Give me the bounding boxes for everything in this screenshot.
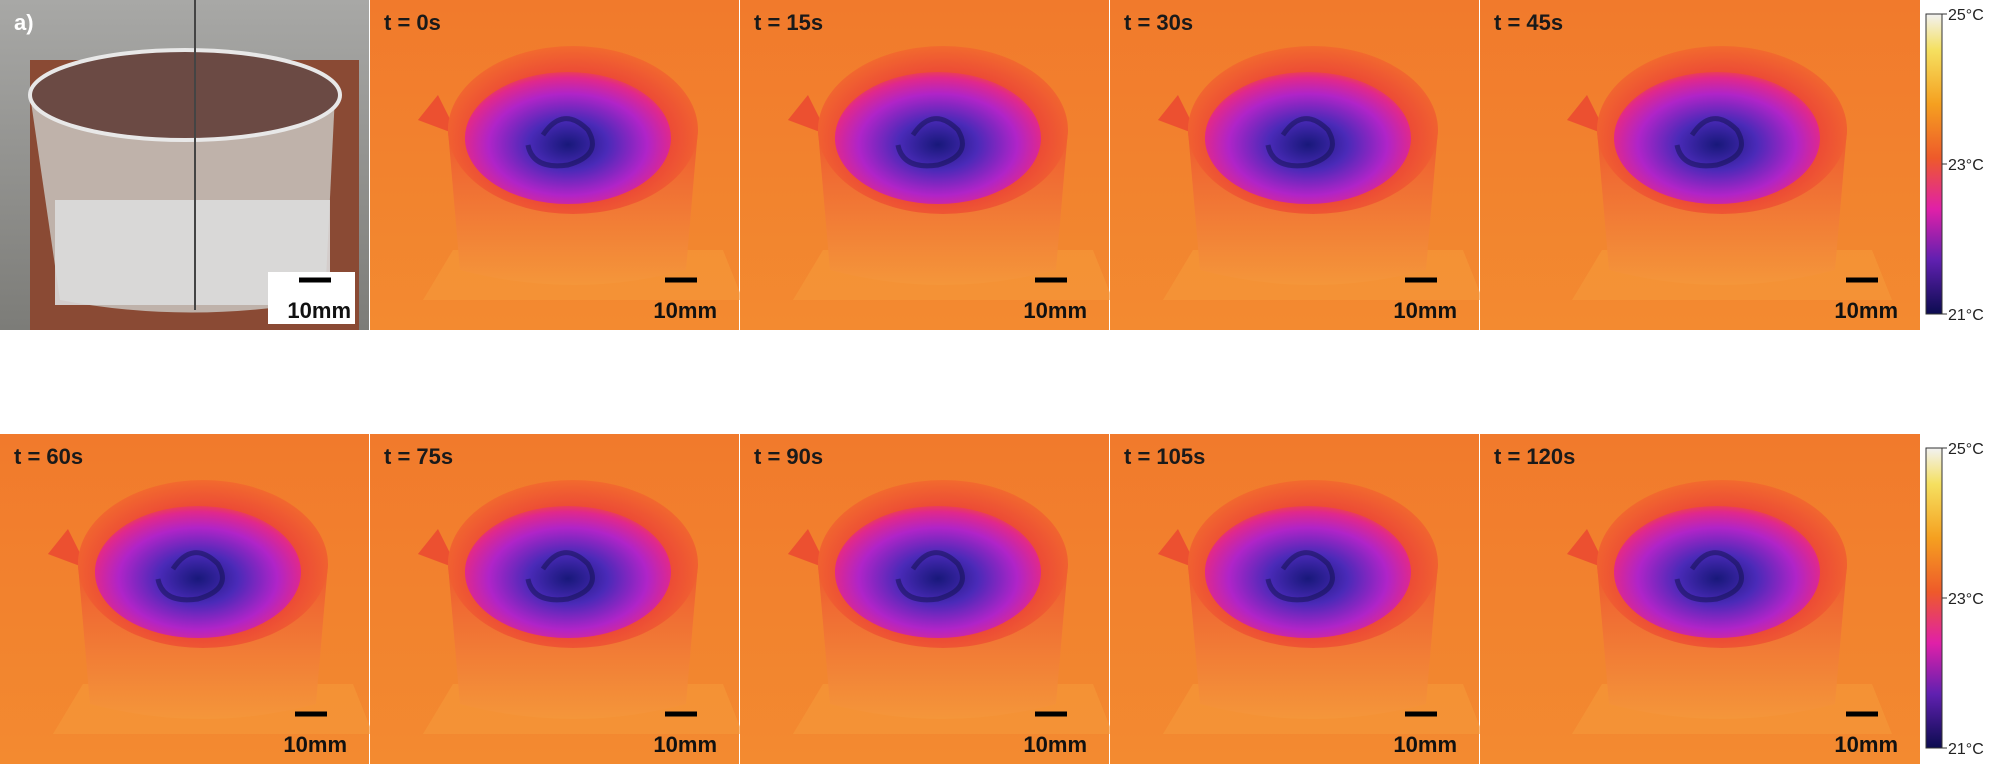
cold-water <box>94 506 301 638</box>
cold-water <box>834 506 1041 638</box>
panel-label: t = 30s <box>1124 10 1193 35</box>
vortex <box>525 116 595 169</box>
scale-bar-label: 10mm <box>1023 298 1087 323</box>
colorbar-label: 23°C <box>1948 157 1984 174</box>
panel: t = 45s 10mm <box>1480 0 1920 330</box>
scale-bar-label: 10mm <box>653 732 717 757</box>
vortex <box>1674 550 1744 603</box>
colorbar-label: 21°C <box>1948 307 1984 324</box>
panel-label: t = 75s <box>384 444 453 469</box>
panel-label: t = 60s <box>14 444 83 469</box>
panel-label: t = 120s <box>1494 444 1575 469</box>
panel: t = 75s 10mm <box>370 434 743 764</box>
panel-label: t = 105s <box>1124 444 1205 469</box>
scale-bar-label: 10mm <box>1393 732 1457 757</box>
glass-rim <box>28 48 342 142</box>
beaker-spout <box>1157 95 1198 135</box>
panel-label: t = 90s <box>754 444 823 469</box>
beaker-spout <box>417 95 458 135</box>
vortex <box>1674 116 1744 169</box>
panel: a) 10mm <box>0 0 369 330</box>
panel: t = 15s 10mm <box>740 0 1113 330</box>
cold-water <box>834 72 1041 204</box>
colorbar <box>1925 447 1943 749</box>
beaker-spout <box>1157 529 1198 569</box>
beaker-spout <box>1567 95 1607 135</box>
panel: t = 0s 10mm <box>370 0 743 330</box>
vortex <box>155 550 225 603</box>
panel-label: t = 45s <box>1494 10 1563 35</box>
panel: t = 90s 10mm <box>740 434 1113 764</box>
scale-bar-label: 10mm <box>653 298 717 323</box>
panel-label: a) <box>14 10 34 35</box>
vortex <box>1265 116 1335 169</box>
colorbar-label: 25°C <box>1948 441 1984 458</box>
vortex <box>525 550 595 603</box>
cold-water <box>1204 506 1411 638</box>
colorbar-label: 21°C <box>1948 741 1984 758</box>
cold-water <box>464 72 671 204</box>
panel: t = 30s 10mm <box>1110 0 1483 330</box>
scale-bar-label: 10mm <box>1834 298 1898 323</box>
beaker-spout <box>1567 529 1607 569</box>
panel: t = 60s 10mm <box>0 434 373 764</box>
vortex <box>1265 550 1335 603</box>
panel: t = 120s 10mm <box>1480 434 1920 764</box>
cold-water <box>1614 506 1820 638</box>
scale-bar-label: 10mm <box>283 732 347 757</box>
cold-water <box>1614 72 1820 204</box>
vortex <box>895 550 965 603</box>
beaker-spout <box>417 529 458 569</box>
vortex <box>895 116 965 169</box>
panel-label: t = 0s <box>384 10 441 35</box>
beaker-spout <box>47 529 88 569</box>
scale-bar-label: 10mm <box>1834 732 1898 757</box>
beaker-spout <box>787 529 828 569</box>
colorbar-label: 23°C <box>1948 591 1984 608</box>
scale-bar-label: 10mm <box>1023 732 1087 757</box>
scale-bar-label: 10mm <box>287 298 351 323</box>
panel-label: t = 15s <box>754 10 823 35</box>
beaker-spout <box>787 95 828 135</box>
panel: t = 105s 10mm <box>1110 434 1483 764</box>
cold-water <box>464 506 671 638</box>
cold-water <box>1204 72 1411 204</box>
colorbar-label: 25°C <box>1948 7 1984 24</box>
scale-bar-label: 10mm <box>1393 298 1457 323</box>
colorbar <box>1925 13 1943 315</box>
